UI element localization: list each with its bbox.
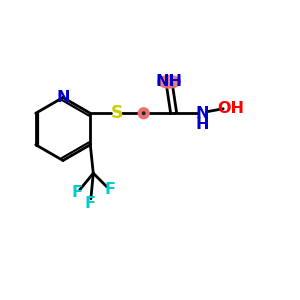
Circle shape <box>142 112 145 115</box>
Text: F: F <box>85 196 96 211</box>
Ellipse shape <box>158 76 180 88</box>
Circle shape <box>138 108 149 118</box>
Text: S: S <box>110 104 123 122</box>
Text: F: F <box>71 185 82 200</box>
Text: N: N <box>56 90 70 105</box>
Text: H: H <box>195 117 209 132</box>
Text: NH: NH <box>156 74 183 89</box>
Text: N: N <box>195 106 209 121</box>
Text: OH: OH <box>217 101 244 116</box>
Text: F: F <box>104 182 115 197</box>
